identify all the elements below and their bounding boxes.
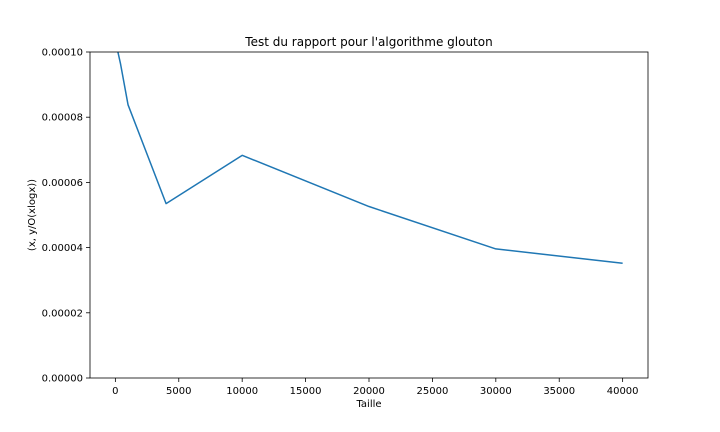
x-tick-label: 25000 [417, 386, 449, 397]
chart-title: Test du rapport pour l'algorithme glouto… [244, 35, 492, 49]
y-tick-label: 0.00004 [42, 243, 83, 254]
y-tick-label: 0.00006 [42, 178, 83, 189]
y-tick-label: 0.00002 [42, 308, 83, 319]
x-tick-label: 0 [112, 386, 118, 397]
series-line-0 [117, 52, 623, 264]
axes-frame [89, 51, 649, 379]
y-tick-label: 0.00010 [42, 48, 83, 59]
x-tick-label: 15000 [290, 386, 322, 397]
x-tick-label: 40000 [607, 386, 639, 397]
x-tick-label: 5000 [166, 386, 191, 397]
y-tick-label: 0.00000 [42, 374, 83, 385]
x-tick-label: 10000 [226, 386, 258, 397]
x-tick-label: 30000 [480, 386, 512, 397]
plot-area: 0 5000 10000 15000 20000 25000 30000 35000 40000… [42, 48, 649, 397]
y-tick-label: 0.00008 [42, 113, 83, 124]
x-axis-label: Taille [355, 399, 381, 410]
y-axis-label: (x, y/O(xlogx)) [27, 179, 38, 251]
x-tick-label: 35000 [543, 386, 575, 397]
x-tick-label: 20000 [353, 386, 385, 397]
